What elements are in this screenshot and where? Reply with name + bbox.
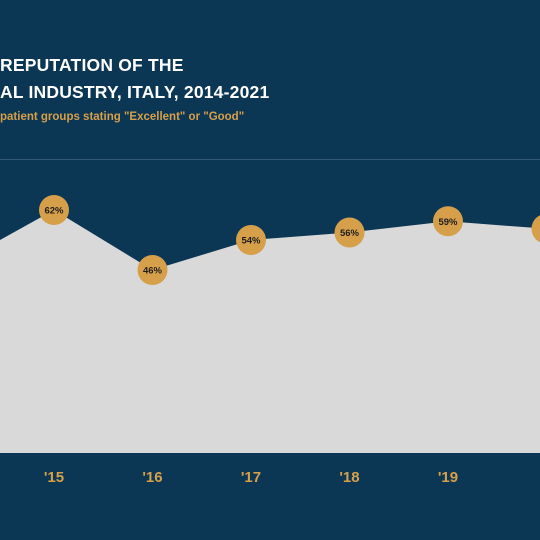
data-point-0: 62% xyxy=(39,195,69,225)
data-marker xyxy=(236,225,266,255)
marker-layer: 62% 46% 54% 56% 59% xyxy=(39,195,540,285)
data-label: 62% xyxy=(44,206,64,217)
x-tick-label: '16 xyxy=(142,469,162,486)
data-marker xyxy=(433,206,463,237)
x-tick-label: '18 xyxy=(339,469,359,486)
data-label: 46% xyxy=(143,266,163,277)
data-marker xyxy=(531,215,540,243)
data-marker xyxy=(137,255,168,285)
header-divider xyxy=(0,159,540,160)
data-label: 59% xyxy=(438,217,458,228)
area-layer xyxy=(0,210,540,453)
data-point-1: 46% xyxy=(137,255,168,285)
x-axis-ticks: '15'16'17'18'19'2 xyxy=(44,469,458,486)
x-tick-label: '15 xyxy=(44,469,64,486)
data-marker xyxy=(39,195,69,225)
data-point-2: 54% xyxy=(236,225,266,255)
data-point-5 xyxy=(531,215,540,243)
x-tick-label: '19 xyxy=(438,469,458,486)
x-tick-label: '17 xyxy=(241,469,261,486)
data-label: 56% xyxy=(340,228,360,239)
data-marker xyxy=(334,217,365,248)
reputation-area xyxy=(0,210,540,453)
data-label: 54% xyxy=(241,236,261,247)
chart-title-line-2: AL INDUSTRY, ITALY, 2014-2021 xyxy=(0,82,270,102)
data-point-4: 59% xyxy=(433,206,463,237)
data-point-3: 56% xyxy=(334,217,365,248)
chart-title-line-1: REPUTATION OF THE xyxy=(0,55,184,75)
chart-subtitle: patient groups stating "Excellent" or "G… xyxy=(0,111,245,123)
